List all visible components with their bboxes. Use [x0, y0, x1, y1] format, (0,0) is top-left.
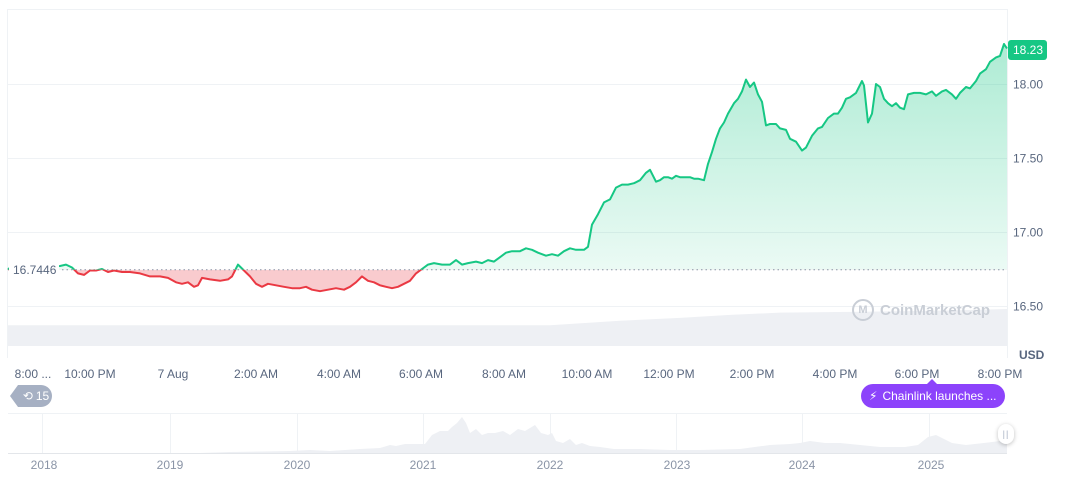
- x-tick-label: 10:00 PM: [64, 367, 115, 381]
- event-marker-label: Chainlink launches ...: [882, 389, 997, 403]
- x-tick-label: 6:00 AM: [399, 367, 443, 381]
- x-tick-label: 8:00 ...: [15, 367, 52, 381]
- navigator-history-area[interactable]: [8, 417, 1007, 453]
- coinmarketcap-logo-icon: M: [852, 299, 874, 321]
- navigator-year-label: 2021: [410, 458, 437, 472]
- price-area-down-fill: [74, 269, 421, 292]
- price-line-green: [7, 43, 1008, 270]
- navigator-year-label: 2025: [918, 458, 945, 472]
- x-tick-label: 2:00 PM: [730, 367, 775, 381]
- y-tick-label: 17.50: [1013, 152, 1043, 166]
- event-marker-chainlink[interactable]: ⚡ Chainlink launches ...: [861, 379, 1005, 408]
- navigator-year-label: 2019: [157, 458, 184, 472]
- y-axis-labels: 16.50 17.00 17.50 18.00: [1013, 78, 1043, 314]
- events-count-label: 15: [35, 389, 50, 403]
- x-axis-labels: 8:00 ... 10:00 PM 7 Aug 2:00 AM 4:00 AM 6:00 …: [15, 367, 1023, 381]
- y-tick-label: 16.50: [1013, 300, 1043, 314]
- price-area-up: [8, 44, 1007, 270]
- navigator-year-label: 2023: [664, 458, 691, 472]
- navigator-year-label: 2018: [31, 458, 58, 472]
- navigator-year-label: 2022: [537, 458, 564, 472]
- navigator-year-label: 2020: [284, 458, 311, 472]
- current-price-label: 18.23: [1013, 43, 1043, 57]
- y-tick-label: 17.00: [1013, 226, 1043, 240]
- currency-label: USD: [1019, 348, 1045, 362]
- watermark-text: CoinMarketCap: [880, 301, 991, 319]
- grip-icon: ||: [1002, 429, 1010, 439]
- x-tick-label: 8:00 PM: [978, 367, 1023, 381]
- x-tick-label: 2:00 AM: [234, 367, 278, 381]
- navigator-drag-handle[interactable]: ||: [998, 424, 1014, 444]
- x-tick-label: 6:00 PM: [895, 367, 940, 381]
- navigator-year-label: 2024: [789, 458, 816, 472]
- y-tick-label: 18.00: [1013, 78, 1043, 92]
- x-tick-label: 4:00 AM: [317, 367, 361, 381]
- current-price-badge: [1008, 39, 1047, 60]
- volume-bars: [8, 308, 1007, 346]
- x-tick-label: 7 Aug: [158, 367, 189, 381]
- volume-area: [8, 308, 1007, 346]
- x-tick-label: 12:00 PM: [643, 367, 694, 381]
- baseline-label: 16.7446: [13, 263, 57, 277]
- navigator-year-labels: 2018 2019 2020 2021 2022 2023 2024 2025: [31, 458, 945, 472]
- history-clock-icon: ⟲: [22, 389, 33, 403]
- baseline-label-bg: [9, 261, 59, 278]
- price-line-up: [7, 43, 1008, 270]
- price-area-down: [74, 269, 421, 292]
- lightning-bolt-icon: ⚡: [869, 389, 878, 403]
- price-area-up-fill: [8, 44, 1007, 270]
- coinmarketcap-watermark: M CoinMarketCap: [852, 299, 990, 321]
- x-tick-label: 8:00 AM: [482, 367, 526, 381]
- x-tick-label: 4:00 PM: [813, 367, 858, 381]
- navigator-area: [8, 417, 1007, 453]
- events-count-button[interactable]: ⟲ 15: [10, 385, 52, 407]
- x-tick-label: 10:00 AM: [562, 367, 613, 381]
